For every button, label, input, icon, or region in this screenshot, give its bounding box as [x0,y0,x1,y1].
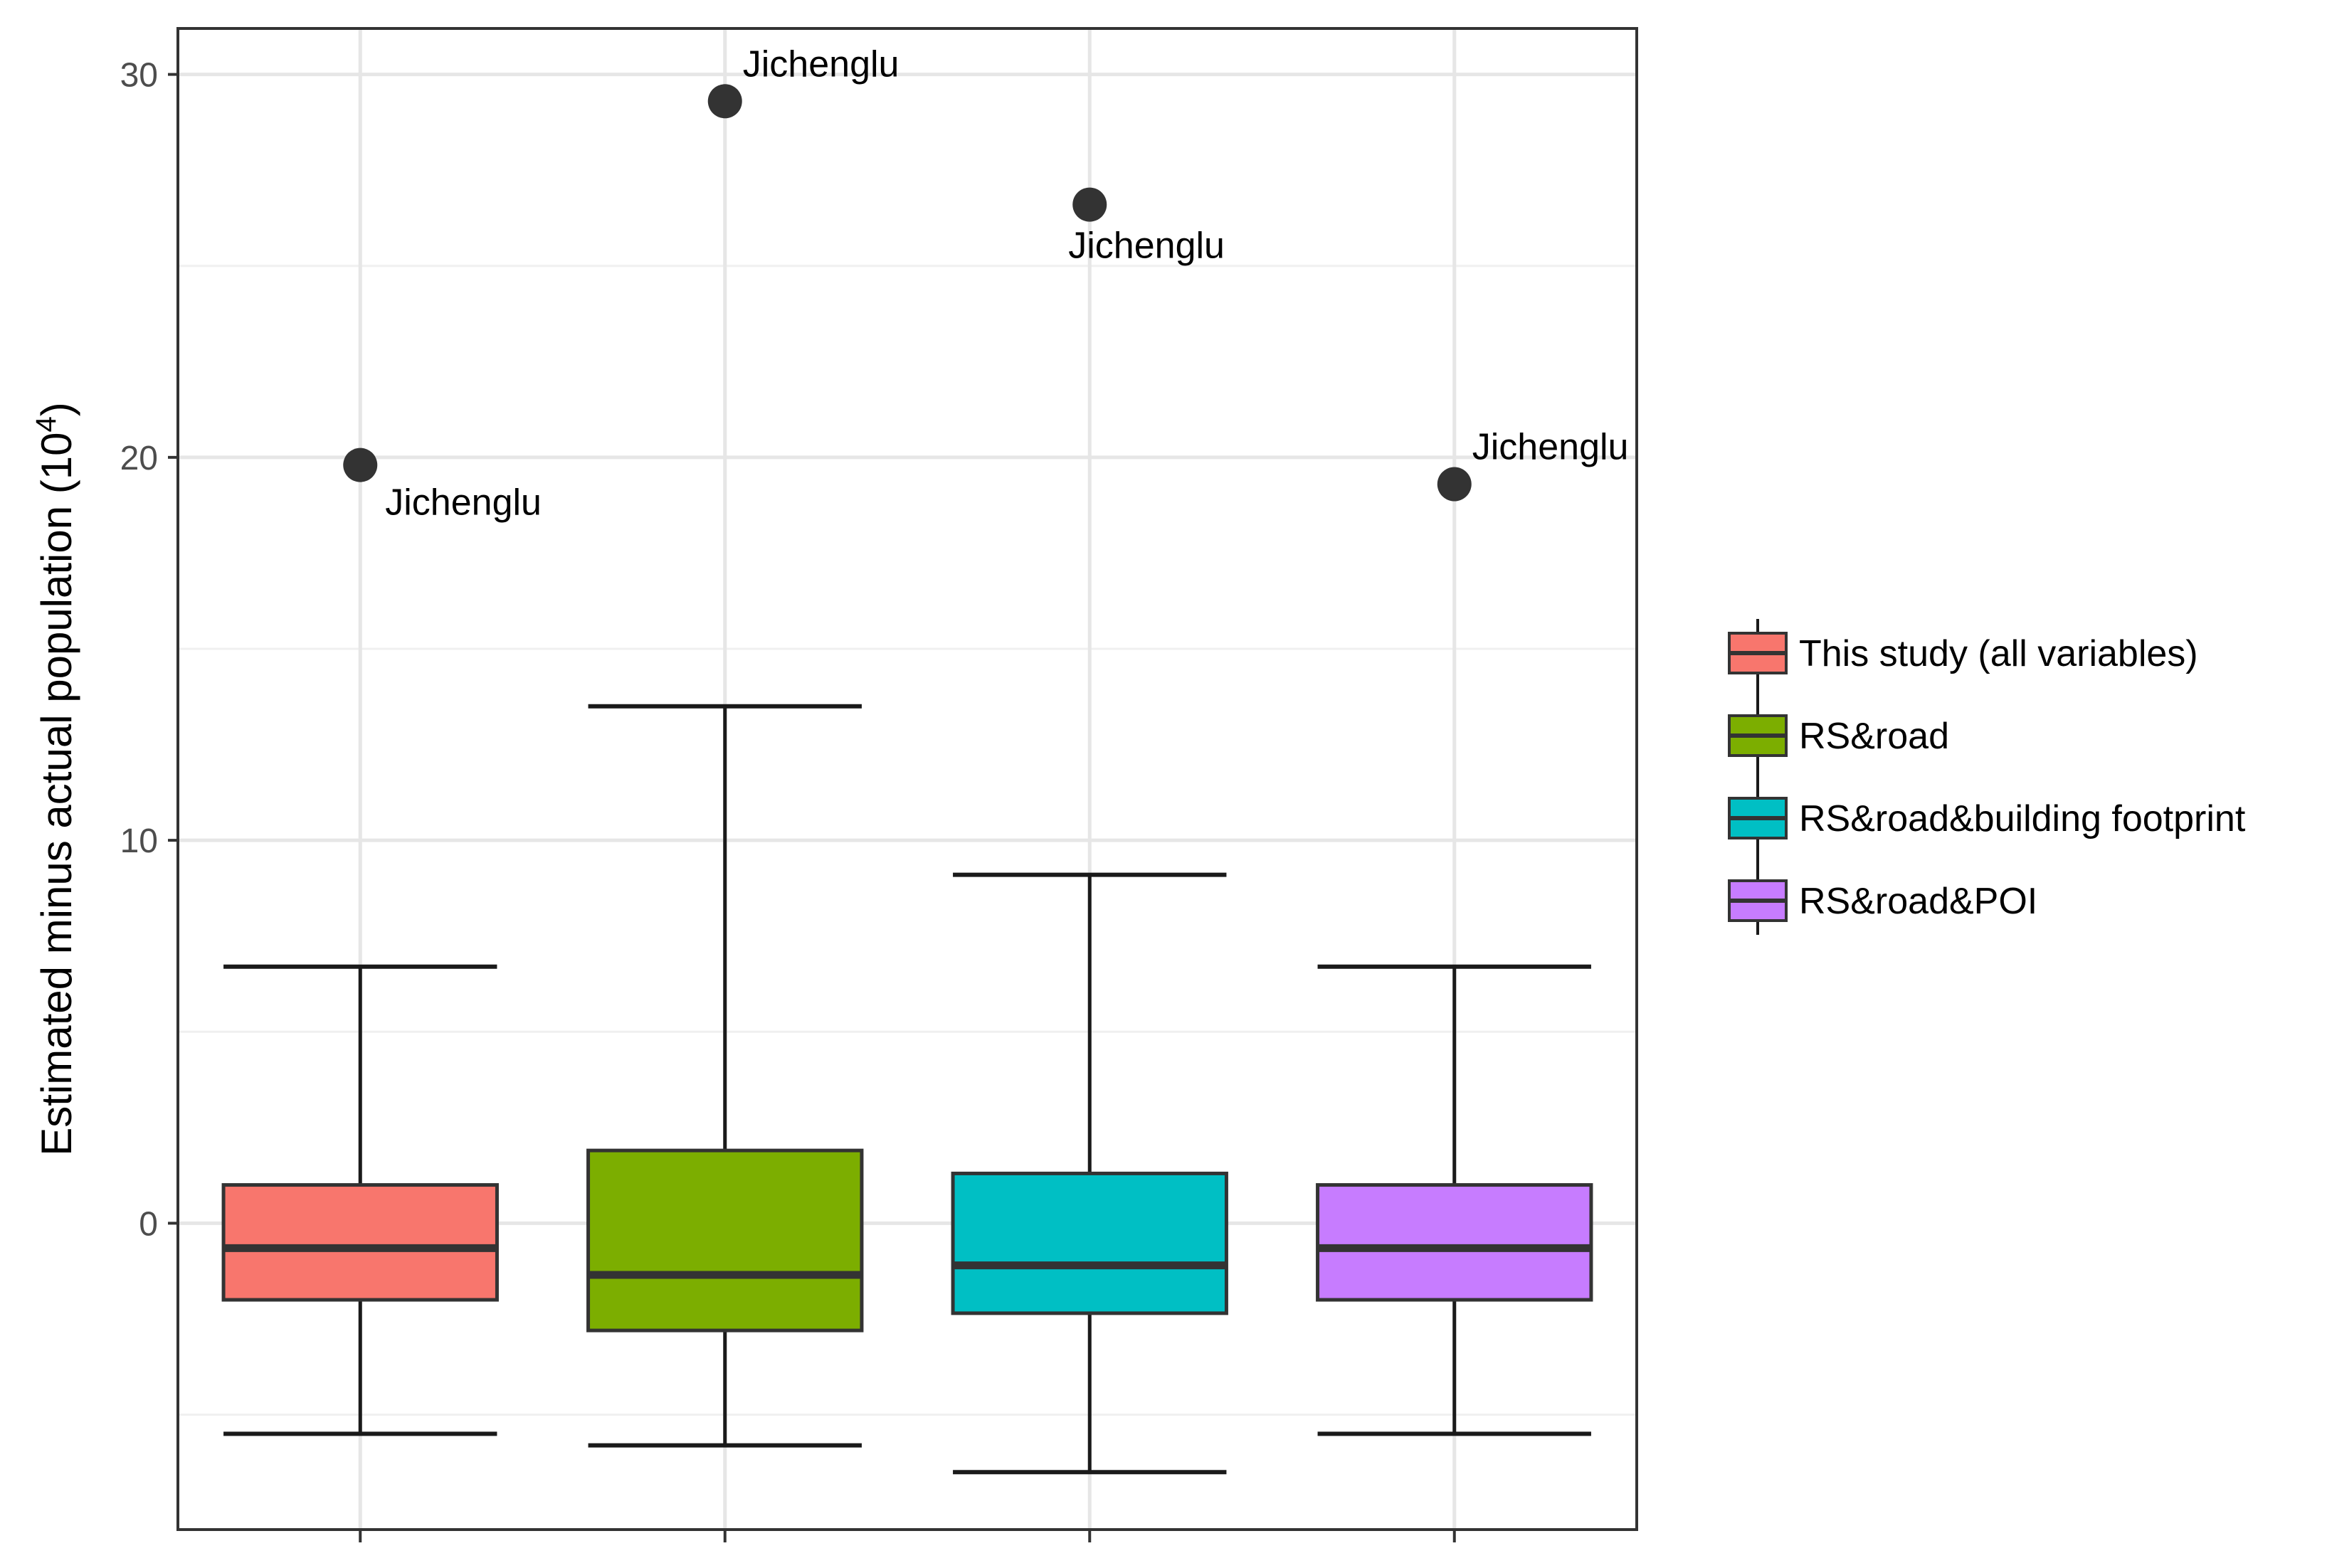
box-iqr [221,1183,499,1302]
y-tick-label: 20 [120,440,158,477]
y-axis-title: Estimated minus actual population (104) [31,402,80,1155]
legend-label: This study (all variables) [1799,633,2198,674]
y-tick-label: 0 [139,1205,158,1243]
grid-layer [178,28,1637,1530]
y-axis-title-close: ) [33,402,80,416]
axis-layer: 0 10 20 30 [120,57,1456,1542]
box-iqr [586,1148,864,1333]
legend-label: RS&road [1799,716,1949,757]
panel-border [176,27,1638,1531]
y-tick-label: 30 [120,57,158,95]
outlier-label: Jichenglu [743,43,899,85]
outlier-label: Jichenglu [1068,226,1225,267]
y-axis-title-main: Estimated minus actual population (10 [33,432,80,1155]
y-tick-label: 10 [120,822,158,860]
box-iqr [951,1171,1228,1315]
outlier-label: Jichenglu [385,482,542,524]
outlier-label: Jichenglu [1472,427,1629,468]
box-layer: Jichenglu Jichenglu Jichenglu Jichenglu [221,43,1629,1475]
outlier-point [1437,467,1472,502]
legend: This study (all variables) RS&road RS&road… [1728,619,2246,935]
outlier-point [707,84,742,119]
box-iqr [1316,1183,1593,1302]
outlier-point [343,447,378,482]
outlier-point [1072,187,1107,222]
legend-label: RS&road&POI [1799,881,2037,922]
legend-label: RS&road&building footprint [1799,798,2246,839]
y-axis-title-exponent: 4 [31,416,62,432]
